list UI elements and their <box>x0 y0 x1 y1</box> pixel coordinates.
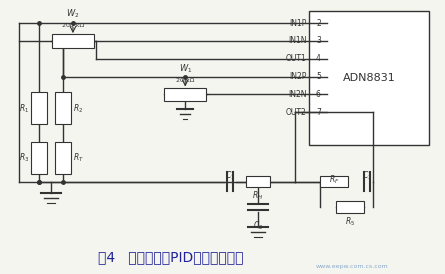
Bar <box>31 142 47 174</box>
Text: 2: 2 <box>316 19 321 28</box>
Text: IN1N: IN1N <box>288 36 307 45</box>
Bar <box>55 142 71 174</box>
Bar <box>55 92 71 124</box>
Bar <box>320 176 348 187</box>
Text: $R_F$: $R_F$ <box>329 174 340 186</box>
Text: IN2N: IN2N <box>288 90 307 99</box>
Text: OUT1: OUT1 <box>286 54 307 63</box>
Bar <box>309 11 429 145</box>
Text: IN1P: IN1P <box>289 19 307 28</box>
Text: $R_3$: $R_3$ <box>19 152 29 164</box>
Text: $R_2$: $R_2$ <box>73 102 83 115</box>
Text: $R_H$: $R_H$ <box>252 189 263 202</box>
Text: 4: 4 <box>316 54 321 63</box>
Text: $W_2$: $W_2$ <box>66 8 80 20</box>
Text: ADN8831: ADN8831 <box>343 73 396 83</box>
Text: OUT2: OUT2 <box>286 108 307 117</box>
Text: $C_2$: $C_2$ <box>253 219 263 232</box>
Text: $W_1$: $W_1$ <box>178 62 192 75</box>
Text: $C_3$: $C_3$ <box>362 170 372 182</box>
Text: 7: 7 <box>316 108 321 117</box>
Text: IN2P: IN2P <box>289 72 307 81</box>
Bar <box>336 201 364 213</box>
Bar <box>246 176 270 187</box>
Text: www.eepw.com.cs.com: www.eepw.com.cs.com <box>316 264 389 269</box>
Bar <box>31 92 47 124</box>
Text: 200 kΩ: 200 kΩ <box>62 23 84 28</box>
Text: $R_1$: $R_1$ <box>19 102 29 115</box>
Bar <box>52 34 94 48</box>
Text: $R_5$: $R_5$ <box>345 215 355 228</box>
Text: 20 kΩ: 20 kΩ <box>176 78 194 82</box>
Text: 图4   差分放大与PID补偿部分电路: 图4 差分放大与PID补偿部分电路 <box>97 250 243 264</box>
Text: 3: 3 <box>316 36 321 45</box>
Text: 6: 6 <box>316 90 321 99</box>
Bar <box>164 87 206 101</box>
Text: $R_T$: $R_T$ <box>73 152 84 164</box>
Text: $C_1$: $C_1$ <box>225 170 235 182</box>
Text: 5: 5 <box>316 72 321 81</box>
